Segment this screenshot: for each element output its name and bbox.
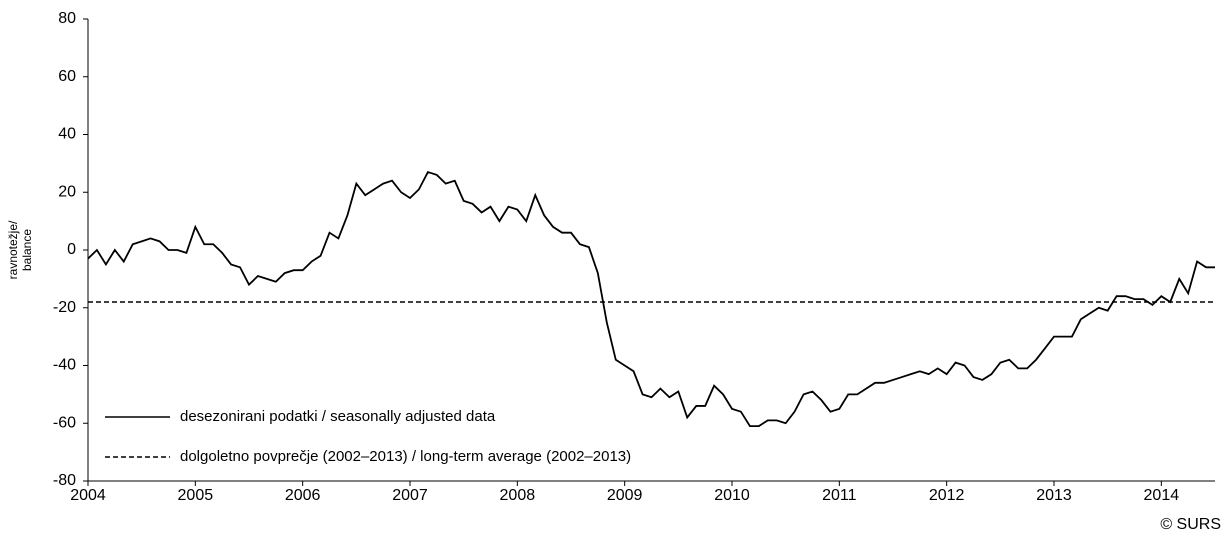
x-tick-label: 2014 bbox=[1144, 487, 1180, 504]
x-tick-label: 2013 bbox=[1036, 487, 1072, 504]
x-tick-label: 2008 bbox=[500, 487, 536, 504]
y-axis-label-line: balance bbox=[20, 229, 34, 271]
legend-label: dolgoletno povprečje (2002–2013) / long-… bbox=[180, 448, 631, 465]
legend-label: desezonirani podatki / seasonally adjust… bbox=[180, 408, 496, 425]
x-tick-label: 2010 bbox=[714, 487, 750, 504]
x-tick-label: 2006 bbox=[285, 487, 321, 504]
x-tick-label: 2011 bbox=[822, 487, 857, 504]
y-tick-label: -40 bbox=[53, 357, 76, 374]
x-tick-label: 2009 bbox=[607, 487, 643, 504]
series-line bbox=[87, 170, 1215, 428]
credit: © SURS bbox=[1160, 516, 1221, 533]
y-tick-label: -60 bbox=[53, 414, 76, 431]
y-tick-label: 20 bbox=[58, 183, 76, 200]
x-tick-label: 2012 bbox=[929, 487, 965, 504]
y-tick-label: 0 bbox=[67, 241, 76, 258]
y-tick-label: -20 bbox=[53, 299, 76, 316]
y-tick-label: 80 bbox=[58, 10, 76, 27]
x-tick-label: 2007 bbox=[392, 487, 428, 504]
y-tick-label: 40 bbox=[58, 126, 76, 143]
y-tick-label: -80 bbox=[53, 472, 76, 489]
y-axis-label: ravnotežje/ balance bbox=[6, 220, 34, 279]
y-axis-label-line: ravnotežje/ bbox=[6, 220, 20, 279]
x-tick-label: 2004 bbox=[70, 487, 106, 504]
y-tick-label: 60 bbox=[58, 68, 76, 85]
x-tick-label: 2005 bbox=[178, 487, 214, 504]
